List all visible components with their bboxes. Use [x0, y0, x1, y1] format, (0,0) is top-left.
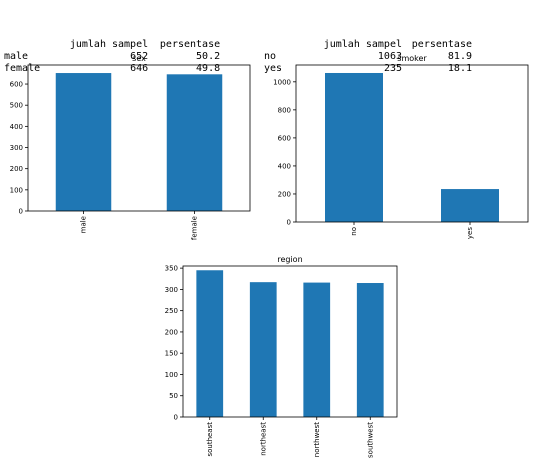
y-tick-label: 100	[10, 186, 23, 194]
x-tick-label: no	[350, 227, 358, 236]
region-chart-group: region southeast northeast northwest southwe…	[165, 255, 398, 458]
y-tick-label: 100	[165, 371, 178, 379]
y-tick-label: 200	[165, 328, 178, 336]
table-row: no 1063 81.9	[264, 51, 472, 63]
y-tick-label: 200	[10, 165, 23, 173]
count-value: 235	[383, 63, 402, 74]
y-tick-label: 350	[165, 265, 178, 273]
x-tick-label: southwest	[366, 422, 374, 458]
chart-title: sex	[132, 54, 146, 63]
y-tick-label: 1000	[273, 78, 291, 86]
table-row: female 646 49.8	[4, 63, 220, 75]
row-label: yes	[264, 63, 283, 74]
column-header: persentase	[159, 39, 221, 50]
y-tick-label: 0	[174, 414, 178, 422]
percent-value: 49.8	[196, 63, 221, 74]
row-label: no	[264, 51, 277, 62]
plot-frame	[182, 265, 398, 418]
bar-no	[325, 72, 383, 223]
smoker-count-table: jumlah sampel persentase no 1063 81.9 ye…	[264, 15, 472, 87]
sex-chart-group: sex male female 0 100 200 300 400 500 600	[10, 54, 251, 240]
y-tick-label: 200	[278, 190, 291, 198]
row-label: male	[4, 51, 29, 62]
y-tick-label: 150	[165, 350, 178, 358]
plot-frame	[295, 64, 529, 223]
row-label: female	[4, 63, 41, 74]
x-tick-label: northeast	[259, 422, 267, 456]
chart-title: smoker	[397, 54, 427, 63]
y-tick-label: 300	[165, 286, 178, 294]
bar-southwest	[356, 283, 384, 417]
x-tick-label: female	[191, 216, 199, 240]
y-tick-label: 400	[10, 123, 23, 131]
bar-yes	[441, 189, 499, 222]
chart-title: region	[277, 255, 302, 264]
percent-value: 18.1	[447, 63, 472, 74]
sex-count-table: jumlah sampel persentase male 652 50.2 f…	[4, 15, 220, 87]
percent-value: 50.2	[196, 51, 221, 62]
count-value: 646	[130, 63, 149, 74]
x-tick-label: yes	[466, 227, 474, 239]
bar-female	[166, 74, 223, 211]
y-tick-label: 250	[165, 307, 178, 315]
column-header: jumlah sampel	[69, 39, 149, 50]
bar-northwest	[303, 282, 331, 417]
y-tick-label: 600	[10, 81, 23, 89]
table-row: yes 235 18.1	[264, 63, 472, 75]
count-value: 652	[130, 51, 149, 62]
table-row: male 652 50.2	[4, 51, 220, 63]
y-tick-label: 600	[278, 134, 291, 142]
smoker-chart-group: smoker no yes 0 200 400 600 800 1000	[273, 54, 529, 239]
column-header: jumlah sampel	[323, 39, 402, 50]
y-tick-label: 500	[10, 102, 23, 110]
y-tick-label: 400	[278, 162, 291, 170]
x-tick-label: southeast	[206, 422, 214, 457]
plot-frame	[27, 64, 251, 212]
y-tick-label: 50	[169, 392, 178, 400]
bar-male	[55, 73, 112, 211]
percent-value: 81.9	[447, 51, 472, 62]
bar-northeast	[249, 282, 277, 417]
y-tick-label: 800	[278, 106, 291, 114]
bar-southeast	[196, 270, 224, 417]
column-header: persentase	[411, 39, 472, 50]
x-tick-label: northwest	[313, 422, 321, 457]
x-tick-label: male	[80, 216, 88, 233]
y-tick-label: 0	[287, 219, 291, 227]
y-tick-label: 300	[10, 144, 23, 152]
y-tick-label: 0	[19, 208, 23, 216]
count-value: 1063	[377, 51, 402, 62]
